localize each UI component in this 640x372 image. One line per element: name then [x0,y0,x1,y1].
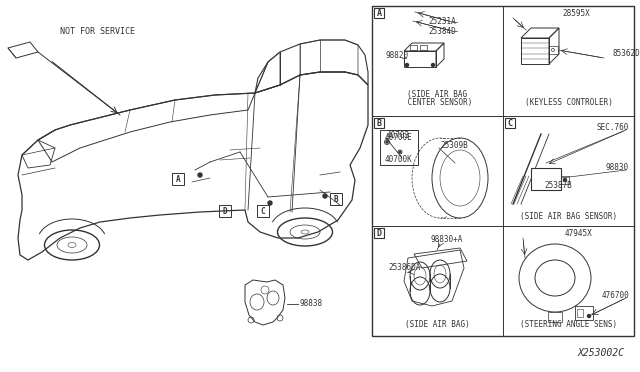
Circle shape [399,151,401,153]
Text: A: A [376,9,381,17]
Bar [372,6,634,336]
Circle shape [539,178,541,180]
Text: (SIDE AIR BAG): (SIDE AIR BAG) [405,320,470,328]
Text: 98820: 98820 [386,51,409,61]
Bar [577,309,583,317]
Bar [172,173,184,185]
Bar [531,168,561,190]
Bar [374,228,384,238]
Text: 28595X: 28595X [563,10,590,19]
Text: 98830+A: 98830+A [431,235,463,244]
Text: C: C [508,119,513,128]
Bar [561,176,569,184]
Text: 98838: 98838 [300,299,323,308]
Text: 40703: 40703 [387,131,410,140]
Bar [534,172,546,186]
Circle shape [563,179,566,182]
Bar [374,118,384,128]
Text: 476700: 476700 [601,292,629,301]
Text: 85362D: 85362D [612,49,640,58]
Text: 25309B: 25309B [440,141,468,151]
Bar [505,118,515,128]
Circle shape [406,64,408,67]
Circle shape [323,194,327,198]
Bar [219,205,231,217]
Circle shape [268,201,272,205]
Text: A: A [176,174,180,183]
Bar [420,45,427,50]
Text: 25231A: 25231A [428,17,456,26]
Text: 40700E: 40700E [385,134,413,142]
Bar [410,45,417,50]
Text: (KEYLESS CONTROLER): (KEYLESS CONTROLER) [525,99,612,108]
Bar [549,46,558,54]
Bar [374,8,384,18]
Text: 98830: 98830 [606,164,629,173]
Text: (SIDE AIR BAG: (SIDE AIR BAG [408,90,468,99]
Text: 25387B: 25387B [544,182,572,190]
Circle shape [386,141,388,143]
Bar [548,312,562,322]
Text: 47945X: 47945X [564,230,593,238]
Text: SEC.760: SEC.760 [596,124,629,132]
Text: (STEERING ANGLE SENS): (STEERING ANGLE SENS) [520,320,617,328]
Text: D: D [223,206,227,215]
Text: NOT FOR SERVICE: NOT FOR SERVICE [60,28,135,36]
Circle shape [431,64,435,67]
Text: (SIDE AIR BAG SENSOR): (SIDE AIR BAG SENSOR) [520,212,617,221]
Text: B: B [376,119,381,128]
Bar [257,205,269,217]
Bar [575,306,593,320]
Text: X253002C: X253002C [578,348,625,358]
Bar [330,193,342,205]
Text: 40700K: 40700K [385,155,413,164]
Text: D: D [376,228,381,237]
Text: C: C [260,206,266,215]
Circle shape [588,314,591,317]
Text: 25386DA: 25386DA [388,263,420,273]
Text: CENTER SENSOR): CENTER SENSOR) [403,99,472,108]
Text: 25384D: 25384D [428,26,456,35]
Circle shape [198,173,202,177]
Text: B: B [333,195,339,203]
Bar [380,130,418,165]
